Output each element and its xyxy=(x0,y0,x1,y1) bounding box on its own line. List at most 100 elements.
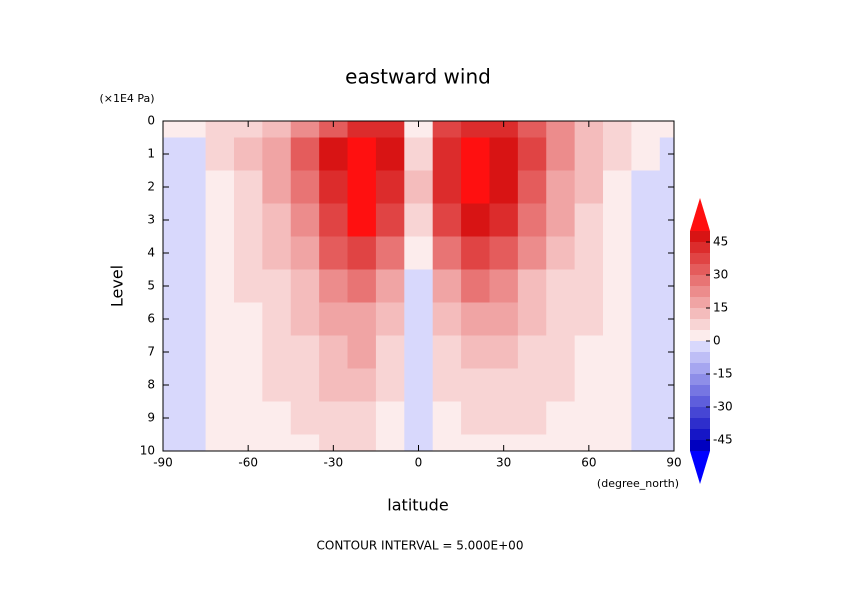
field-cell xyxy=(375,170,405,204)
field-cell xyxy=(659,121,675,138)
colorbar-bin xyxy=(690,374,710,385)
colorbar-tick-label: -45 xyxy=(713,433,733,447)
field-cell xyxy=(347,203,377,237)
field-cell xyxy=(177,302,207,336)
field-cell xyxy=(262,236,292,270)
colorbar-bin xyxy=(690,407,710,418)
field-cell xyxy=(461,236,490,270)
field-cell xyxy=(659,236,675,270)
field-cell xyxy=(489,269,519,303)
field-cell xyxy=(319,302,349,336)
field-cell xyxy=(290,434,320,452)
field-cell xyxy=(262,368,292,402)
field-cell xyxy=(546,121,576,138)
field-cell xyxy=(163,335,178,369)
colorbar-bin xyxy=(690,275,710,286)
field-cell xyxy=(517,401,547,435)
field-cell xyxy=(631,368,661,402)
field-cell xyxy=(603,170,632,204)
field-cell xyxy=(631,401,661,435)
x-tick-label: -30 xyxy=(324,456,344,470)
colorbar-bin xyxy=(690,440,710,451)
field-cell xyxy=(432,401,462,435)
field-cell xyxy=(262,434,292,452)
field-cell xyxy=(461,269,490,303)
colorbar-bin xyxy=(690,253,710,264)
field-cell xyxy=(574,434,604,452)
field-cell xyxy=(319,368,349,402)
field-cell xyxy=(517,269,547,303)
field-cell xyxy=(177,401,207,435)
field-cell xyxy=(177,121,207,138)
field-cell xyxy=(517,236,547,270)
field-cell xyxy=(205,236,235,270)
field-cell xyxy=(404,401,434,435)
x-tick-label: -60 xyxy=(238,456,258,470)
field-cell xyxy=(546,368,576,402)
colorbar-bin xyxy=(690,297,710,308)
field-cell xyxy=(574,203,604,237)
field-cell xyxy=(404,137,434,171)
field-cell xyxy=(461,302,490,336)
field-cell xyxy=(163,236,178,270)
field-cell xyxy=(631,335,661,369)
colorbar-bin xyxy=(690,242,710,253)
field-cell xyxy=(461,170,490,204)
y-tick-label: 8 xyxy=(147,378,155,392)
field-cell xyxy=(375,401,405,435)
field-cell xyxy=(432,368,462,402)
field-cell xyxy=(347,368,377,402)
field-cell xyxy=(233,401,263,435)
field-cell xyxy=(574,121,604,138)
field-cell xyxy=(375,335,405,369)
chart-title: eastward wind xyxy=(345,65,491,89)
colorbar-bin xyxy=(690,385,710,396)
field-cell xyxy=(233,170,263,204)
field-cell xyxy=(375,121,405,138)
colorbar-bin xyxy=(690,231,710,242)
field-cell xyxy=(163,137,178,171)
field-cell xyxy=(205,170,235,204)
field-cell xyxy=(574,302,604,336)
field-cell xyxy=(432,203,462,237)
field-cell xyxy=(404,121,434,138)
field-cell xyxy=(233,121,263,138)
field-cell xyxy=(517,368,547,402)
field-cell xyxy=(631,434,661,452)
field-cell xyxy=(574,170,604,204)
field-cell xyxy=(659,137,675,171)
colorbar-bin xyxy=(690,286,710,297)
colorbar-bin xyxy=(690,352,710,363)
field-cell xyxy=(262,401,292,435)
field-cell xyxy=(517,203,547,237)
field-cell xyxy=(290,121,320,138)
field-cell xyxy=(319,170,349,204)
field-cell xyxy=(574,368,604,402)
field-cell xyxy=(489,203,519,237)
field-cell xyxy=(489,401,519,435)
field-cell xyxy=(163,368,178,402)
field-cell xyxy=(659,170,675,204)
field-cell xyxy=(517,137,547,171)
field-cell xyxy=(290,236,320,270)
field-cell xyxy=(546,302,576,336)
y-tick-label: 9 xyxy=(147,411,155,425)
field-cell xyxy=(574,236,604,270)
field-cell xyxy=(659,269,675,303)
field-cell xyxy=(631,137,661,171)
colorbar-bin xyxy=(690,308,710,319)
field-cell xyxy=(631,121,661,138)
x-tick-label: 0 xyxy=(415,456,423,470)
field-cell xyxy=(659,401,675,435)
field-cell xyxy=(319,203,349,237)
field-cell xyxy=(432,236,462,270)
field-cell xyxy=(205,368,235,402)
colorbar-tick-label: 15 xyxy=(713,301,728,315)
field-cell xyxy=(404,368,434,402)
field-cell xyxy=(603,203,632,237)
field-cell xyxy=(461,335,490,369)
field-cell xyxy=(517,302,547,336)
field-cell xyxy=(404,269,434,303)
y-tick-label: 3 xyxy=(147,213,155,227)
colorbar-under xyxy=(690,451,710,484)
